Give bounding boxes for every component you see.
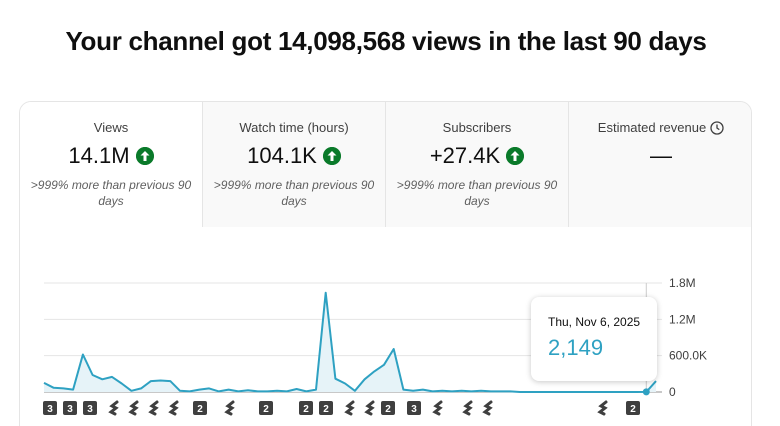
y-tick-label: 1.2M — [669, 312, 696, 326]
metric-label: Subscribers — [442, 120, 512, 135]
y-axis-ticks: 1.8M 1.2M 600.0K 0 — [669, 276, 707, 399]
video-badges: 3 3 3 2 2 2 2 2 3 2 — [43, 400, 640, 416]
arrow-up-icon — [506, 147, 525, 165]
svg-text:2: 2 — [303, 404, 309, 415]
metric-comparison: >999% more than previous 90 days — [213, 178, 375, 208]
video-count-badge[interactable]: 2 — [626, 401, 640, 415]
video-count-badge[interactable]: 2 — [193, 401, 207, 415]
analytics-card: Views 14.1M >999% more than previous 90 … — [19, 101, 752, 426]
metric-label: Watch time (hours) — [239, 120, 349, 135]
y-tick-label: 1.8M — [669, 276, 696, 290]
shorts-icon[interactable] — [108, 400, 119, 416]
video-count-badge[interactable]: 2 — [299, 401, 313, 415]
svg-text:2: 2 — [263, 404, 269, 415]
hover-point — [642, 388, 650, 396]
tooltip-value: 2,149 — [548, 335, 604, 360]
shorts-icon[interactable] — [432, 400, 443, 416]
metric-comparison: >999% more than previous 90 days — [396, 178, 558, 208]
clock-icon[interactable] — [710, 120, 724, 135]
metric-tab-watch-time[interactable]: Watch time (hours) 104.1K >999% more tha… — [203, 102, 386, 227]
shorts-icon[interactable] — [168, 400, 179, 416]
shorts-icon[interactable] — [462, 400, 473, 416]
svg-text:2: 2 — [197, 404, 203, 415]
metric-tab-views[interactable]: Views 14.1M >999% more than previous 90 … — [20, 102, 203, 227]
video-count-badge[interactable]: 2 — [381, 401, 395, 415]
svg-text:3: 3 — [67, 404, 73, 415]
metric-value: — — [650, 143, 672, 168]
y-tick-label: 600.0K — [669, 349, 707, 363]
video-count-badge[interactable]: 3 — [63, 401, 77, 415]
shorts-icon[interactable] — [128, 400, 139, 416]
svg-text:2: 2 — [630, 404, 636, 415]
metric-tab-subscribers[interactable]: Subscribers +27.4K >999% more than previ… — [386, 102, 569, 227]
shorts-icon[interactable] — [482, 400, 493, 416]
tooltip-date: Thu, Nov 6, 2025 — [548, 315, 641, 329]
svg-text:3: 3 — [411, 404, 417, 415]
arrow-up-icon — [135, 147, 154, 165]
svg-text:3: 3 — [47, 404, 53, 415]
metric-value: 104.1K — [247, 143, 317, 168]
video-count-badge[interactable]: 2 — [319, 401, 333, 415]
svg-text:2: 2 — [323, 404, 329, 415]
y-tick-label: 0 — [669, 385, 676, 399]
metric-comparison: >999% more than previous 90 days — [30, 178, 192, 208]
series-line — [43, 291, 657, 393]
shorts-icon[interactable] — [224, 400, 235, 416]
metric-label: Views — [93, 120, 129, 135]
video-count-badge[interactable]: 3 — [43, 401, 57, 415]
metric-value: 14.1M — [68, 143, 130, 168]
shorts-icon[interactable] — [597, 400, 608, 416]
metric-tab-revenue[interactable]: Estimated revenue — — [569, 102, 751, 227]
series-area — [44, 292, 656, 392]
svg-text:3: 3 — [87, 404, 93, 415]
shorts-icon[interactable] — [344, 400, 355, 416]
page-title: Your channel got 14,098,568 views in the… — [65, 26, 707, 56]
video-count-badge[interactable]: 3 — [407, 401, 421, 415]
shorts-icon[interactable] — [364, 400, 375, 416]
metric-label: Estimated revenue — [597, 120, 707, 135]
shorts-icon[interactable] — [148, 400, 159, 416]
chart-tooltip: Thu, Nov 6, 2025 2,149 — [531, 297, 657, 381]
metric-tabs: Views 14.1M >999% more than previous 90 … — [20, 102, 751, 227]
video-count-badge[interactable]: 2 — [259, 401, 273, 415]
svg-text:2: 2 — [385, 404, 391, 415]
metric-value: +27.4K — [429, 143, 501, 168]
video-count-badge[interactable]: 3 — [83, 401, 97, 415]
arrow-up-icon — [322, 147, 341, 165]
